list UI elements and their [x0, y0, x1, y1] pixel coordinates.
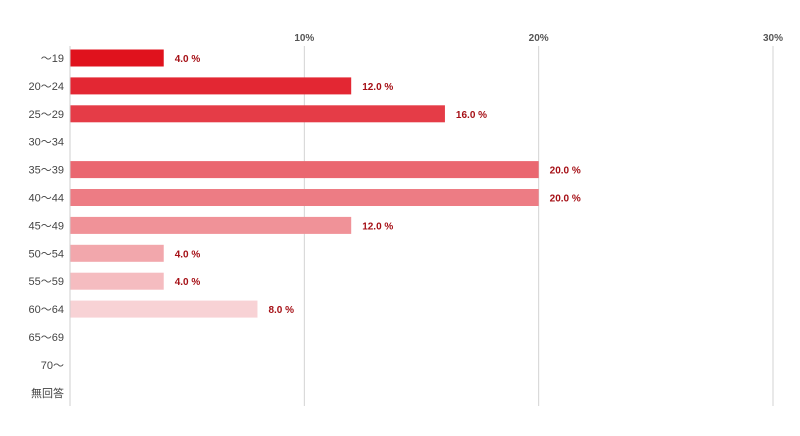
category-label: 40～44 — [29, 193, 64, 205]
category-label: 65～69 — [29, 332, 64, 344]
data-label: 8.0 % — [268, 305, 294, 316]
bar — [70, 300, 258, 318]
bar — [70, 49, 164, 67]
y-axis-category-labels: ～19 20～24 25～29 30～34 35～39 40～44 45～49 50～54 55… — [29, 53, 64, 400]
data-label: 4.0 % — [175, 54, 201, 65]
data-label: 4.0 % — [175, 277, 201, 288]
bar — [70, 216, 352, 234]
category-label: 50～54 — [29, 248, 64, 260]
bar — [70, 272, 164, 290]
bar — [70, 77, 352, 95]
data-label: 20.0 % — [550, 194, 581, 205]
category-label: 55～59 — [29, 276, 64, 288]
category-label: 60～64 — [29, 304, 64, 316]
category-label: 無回答 — [31, 386, 64, 400]
category-label: 70～ — [41, 360, 64, 372]
category-label: 30～34 — [29, 137, 64, 149]
data-label: 12.0 % — [362, 82, 393, 93]
bar — [70, 244, 164, 262]
data-label: 16.0 % — [456, 110, 487, 121]
x-axis-tick-labels: 10% 20% 30% — [294, 33, 783, 44]
x-tick-label: 30% — [763, 33, 783, 44]
data-label: 12.0 % — [362, 221, 393, 232]
category-label: 20～24 — [29, 81, 64, 93]
bar — [70, 105, 445, 123]
bar — [70, 161, 539, 179]
bars — [70, 49, 539, 318]
bar — [70, 189, 539, 206]
category-label: 45～49 — [29, 220, 64, 232]
data-label: 20.0 % — [550, 166, 581, 177]
data-label: 4.0 % — [175, 249, 201, 260]
category-label: 35～39 — [29, 165, 64, 177]
data-labels: 4.0 % 12.0 % 16.0 % 20.0 % 20.0 % 12.0 % 4.0 %… — [175, 54, 581, 316]
category-label: 25～29 — [29, 109, 64, 121]
x-tick-label: 20% — [529, 33, 549, 44]
category-label: ～19 — [41, 53, 64, 65]
x-tick-label: 10% — [294, 33, 314, 44]
